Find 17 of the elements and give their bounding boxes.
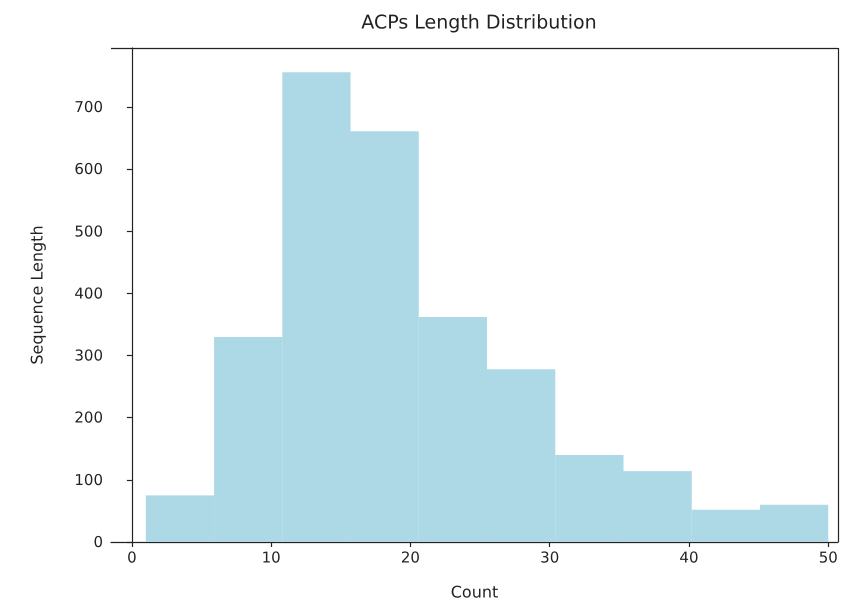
y-tick-label: 100 (74, 470, 103, 489)
y-tick-label: 0 (93, 533, 103, 551)
x-axis-title: Count (450, 582, 498, 602)
x-tick-label: 0 (127, 548, 137, 566)
y-tick-label: 600 (74, 160, 103, 178)
y-tick-label: 400 (74, 284, 103, 302)
x-tick-label: 40 (679, 548, 699, 566)
y-tick-label: 500 (74, 222, 103, 240)
y-tick-label: 700 (74, 98, 103, 116)
x-tick-label: 20 (400, 548, 420, 566)
y-tick-label: 200 (74, 408, 103, 427)
chart-title: ACPs Length Distribution (361, 12, 597, 34)
y-axis-title: Sequence Length (28, 225, 46, 365)
x-tick-label: 50 (818, 548, 838, 566)
x-tick-label: 30 (540, 548, 560, 566)
y-tick-label: 300 (74, 346, 103, 365)
x-tick-label: 10 (262, 548, 281, 566)
